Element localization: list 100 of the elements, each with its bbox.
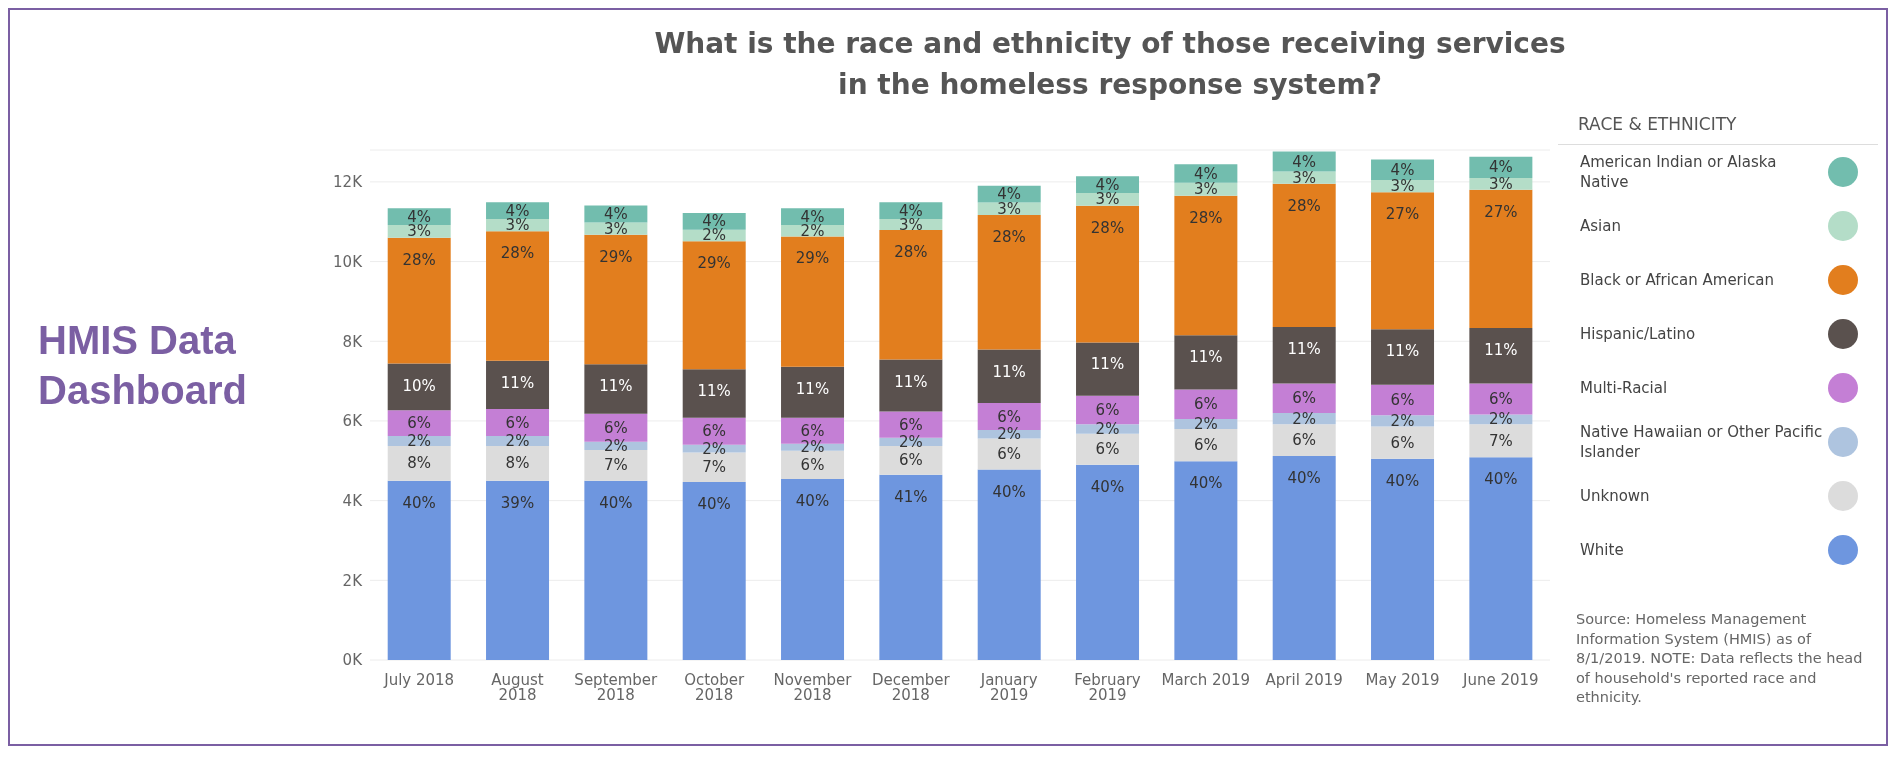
- annotation: 40%: [795, 492, 830, 511]
- bar: [1272, 383, 1336, 413]
- annotation: 29%: [599, 247, 633, 266]
- annotation: 2%: [1193, 414, 1218, 433]
- text: Unknown: [1580, 485, 1651, 507]
- legend-title: RACE & ETHNICITY: [1558, 110, 1878, 145]
- annotation: 28%: [992, 227, 1026, 246]
- bar: [977, 438, 1041, 470]
- y-tick-label: 0K: [342, 651, 364, 670]
- annotation: 6%: [1193, 395, 1218, 414]
- annotation: 40%: [1385, 471, 1420, 490]
- bar: [879, 474, 943, 660]
- annotation: 11%: [1484, 341, 1518, 360]
- annotation: 2%: [1488, 410, 1513, 429]
- annotation: 40%: [402, 493, 436, 512]
- annotation: 11%: [500, 373, 535, 392]
- annotation: 7%: [702, 458, 727, 477]
- x-tick-label: February 2019: [1074, 670, 1141, 704]
- bar: [584, 480, 648, 660]
- bar: [1371, 426, 1435, 459]
- bar: [1272, 326, 1336, 384]
- annotation: 27%: [1385, 205, 1420, 224]
- bar: [387, 446, 451, 481]
- bar: [1174, 461, 1238, 660]
- x-tick-label: January 2019: [979, 670, 1038, 704]
- annotation: 3%: [1488, 174, 1513, 193]
- bar: [977, 469, 1041, 660]
- annotation: 2%: [997, 425, 1022, 444]
- legend-label: Native Hawaiian or Other Pacific Islander: [1580, 421, 1824, 463]
- annotation: 4%: [1488, 158, 1513, 177]
- annotation: 3%: [1193, 180, 1218, 199]
- bar: [1174, 428, 1238, 462]
- annotation: 28%: [1090, 218, 1125, 237]
- bar: [1076, 342, 1140, 396]
- bar: [387, 363, 451, 411]
- bar: [1272, 456, 1336, 660]
- annotation: 8%: [407, 454, 432, 473]
- bar: [486, 231, 550, 361]
- text: Multi-Racial: [1580, 377, 1669, 399]
- annotation: 40%: [1484, 470, 1518, 489]
- chart-title: What is the race and ethnicity of those receiving services in the homeless response system?: [653, 26, 1567, 103]
- annotation: 6%: [898, 451, 923, 470]
- annotation: 2%: [1292, 409, 1317, 428]
- annotation: 11%: [1385, 342, 1420, 361]
- annotation: 6%: [702, 422, 727, 441]
- bar: [977, 349, 1041, 404]
- annotation: 3%: [997, 199, 1022, 218]
- bar: [387, 237, 451, 364]
- bar: [781, 479, 845, 660]
- bar: [1272, 183, 1336, 327]
- annotation: 6%: [1095, 400, 1120, 419]
- annotation: 6%: [997, 407, 1022, 426]
- bar: [1371, 458, 1435, 660]
- source-note: Source: Homeless Management Information System (HMIS) as of 8/1/2019. NOTE: Data reflects the head of household's reported race and ethnicity.: [1576, 610, 1864, 708]
- y-tick-label: 8K: [342, 332, 364, 351]
- annotation: 7%: [1488, 431, 1513, 450]
- annotation: 11%: [1189, 348, 1223, 367]
- text: Black or African American: [1580, 269, 1775, 291]
- x-tick-label: March 2019: [1161, 670, 1251, 689]
- annotation: 2%: [702, 439, 727, 458]
- bar: [682, 452, 746, 482]
- bar: [1272, 424, 1336, 456]
- annotation: 2%: [407, 432, 432, 451]
- bar: [1174, 389, 1238, 419]
- x-tick-label: September 2018: [574, 670, 659, 704]
- annotation: 27%: [1484, 202, 1518, 221]
- annotation: 28%: [500, 244, 535, 263]
- annotation: 8%: [505, 454, 530, 473]
- annotation: 11%: [697, 382, 731, 401]
- bar: [387, 480, 451, 660]
- annotation: 3%: [898, 215, 923, 234]
- x-tick-label: July 2018: [383, 670, 455, 689]
- bar: [1371, 329, 1435, 385]
- annotation: 11%: [894, 372, 928, 391]
- annotation: 3%: [407, 222, 432, 241]
- annotation: 2%: [800, 438, 825, 457]
- annotation: 40%: [697, 494, 731, 513]
- annotation: 6%: [1095, 440, 1120, 459]
- annotation: 10%: [402, 376, 436, 395]
- annotation: 11%: [795, 379, 830, 398]
- annotation: 11%: [992, 362, 1026, 381]
- annotation: 6%: [800, 455, 825, 474]
- bar: [1371, 192, 1435, 330]
- annotation: 11%: [1287, 339, 1321, 358]
- annotation: 2%: [1095, 419, 1120, 438]
- annotation: 3%: [1390, 177, 1415, 196]
- annotation: 6%: [1488, 390, 1513, 409]
- x-tick-label: May 2019: [1365, 670, 1440, 689]
- bar: [486, 446, 550, 481]
- annotation: 3%: [1292, 168, 1317, 187]
- y-tick-label: 2K: [342, 571, 364, 590]
- y-tick-label: 4K: [342, 491, 364, 510]
- bar: [682, 369, 746, 418]
- bar: [1076, 205, 1140, 343]
- annotation: 6%: [800, 421, 825, 440]
- bar: [879, 359, 943, 412]
- bar: [1076, 464, 1140, 660]
- bar: [781, 236, 845, 367]
- x-tick-label: April 2019: [1265, 670, 1343, 689]
- bar: [584, 364, 648, 414]
